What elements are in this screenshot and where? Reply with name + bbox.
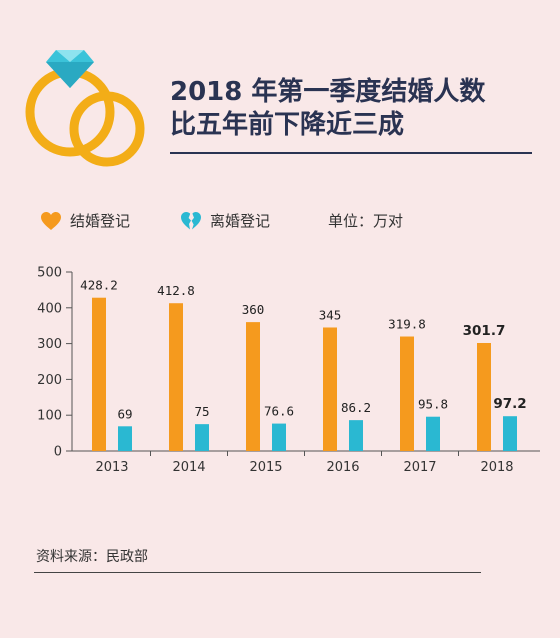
y-tick-label: 0	[54, 445, 62, 460]
legend-label-marriage: 结婚登记	[70, 212, 131, 230]
legend-item-divorce: 离婚登记	[180, 210, 270, 231]
data-label-divorce: 76.6	[264, 404, 294, 419]
title-block: 2018 年第一季度结婚人数 比五年前下降近三成	[170, 76, 530, 142]
data-label-divorce: 69	[117, 406, 132, 421]
x-tick-label: 2014	[172, 460, 205, 475]
x-tick-label: 2015	[249, 460, 282, 475]
bar-divorce	[426, 416, 440, 451]
right-ring	[69, 91, 145, 167]
x-tick-label: 2013	[95, 460, 128, 475]
y-tick-label: 100	[37, 409, 62, 424]
broken-heart-icon	[181, 211, 201, 229]
bar-divorce	[272, 423, 286, 451]
x-tick-label: 2017	[403, 460, 436, 475]
bar-divorce	[349, 420, 363, 451]
legend-label-divorce: 离婚登记	[210, 212, 271, 230]
data-label-marriage: 345	[319, 307, 342, 322]
bar-divorce	[503, 416, 517, 451]
x-tick-label: 2018	[480, 460, 513, 475]
data-label-marriage: 301.7	[463, 323, 506, 339]
data-label-marriage: 412.8	[157, 283, 195, 298]
data-label-divorce: 86.2	[341, 400, 371, 415]
bar-marriage	[169, 303, 183, 451]
bar-marriage	[246, 322, 260, 451]
title-line-1: 2018 年第一季度结婚人数	[170, 77, 486, 107]
bar-marriage	[400, 336, 414, 451]
y-tick-label: 500	[37, 266, 62, 281]
source-note: 资料来源：民政部	[36, 549, 148, 565]
title-line-2: 比五年前下降近三成	[170, 110, 405, 140]
data-label-divorce: 95.8	[418, 397, 448, 412]
bar-marriage	[92, 297, 106, 451]
data-label-marriage: 319.8	[388, 317, 426, 332]
source-divider	[34, 572, 481, 573]
bar-divorce	[195, 424, 209, 451]
legend-item-marriage: 结婚登记	[40, 210, 130, 231]
y-tick-label: 200	[37, 373, 62, 388]
x-tick-label: 2016	[326, 460, 359, 475]
data-label-marriage: 428.2	[80, 278, 118, 293]
y-tick-label: 400	[37, 301, 62, 316]
unit-label: 单位：万对	[328, 212, 404, 230]
diamond-rings-icon	[25, 50, 145, 167]
data-label-marriage: 360	[242, 302, 265, 317]
y-tick-label: 300	[37, 337, 62, 352]
heart-icon	[41, 211, 61, 230]
data-label-divorce: 97.2	[493, 396, 526, 412]
data-label-divorce: 75	[194, 404, 209, 419]
bar-marriage	[477, 342, 491, 451]
bar-marriage	[323, 327, 337, 451]
diamond	[46, 50, 94, 88]
title-divider	[170, 152, 532, 154]
bar-divorce	[118, 426, 132, 451]
